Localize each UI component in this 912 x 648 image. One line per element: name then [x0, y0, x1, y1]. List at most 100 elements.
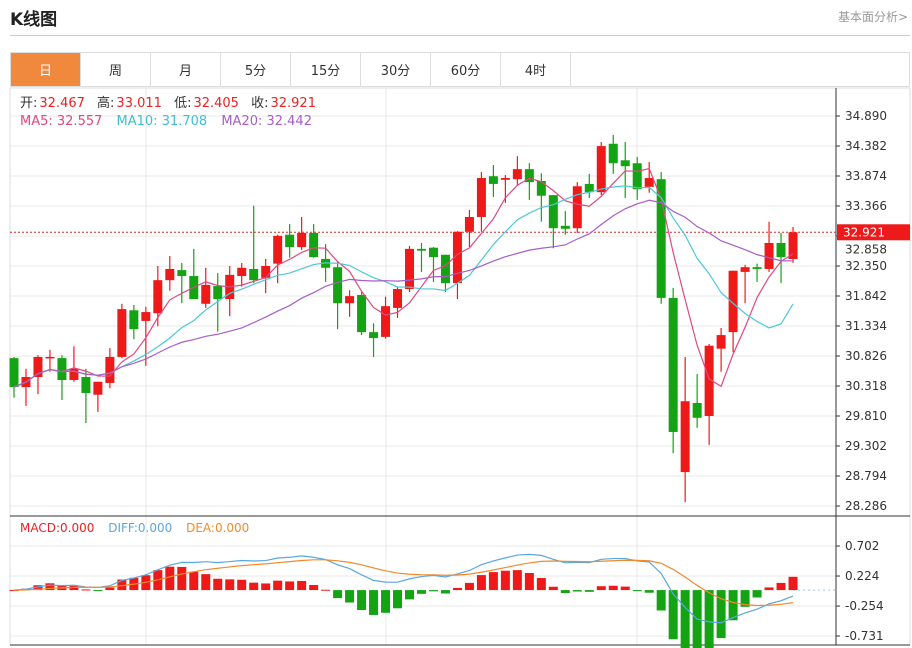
candle [560, 211, 570, 235]
price-tick-label: 28.794 [845, 469, 887, 483]
macd-bar [428, 590, 438, 592]
candle [33, 355, 43, 395]
price-tick-label: 29.810 [845, 409, 887, 423]
candle-body [93, 381, 103, 395]
candle-body [644, 178, 654, 187]
tab-6[interactable]: 60分 [431, 53, 501, 86]
macd-bar [9, 590, 19, 592]
tab-4[interactable]: 15分 [291, 53, 361, 86]
last-price-badge [837, 224, 910, 241]
candle-body [536, 180, 546, 196]
macd-bar [225, 579, 235, 591]
chart-frame [9, 87, 911, 646]
candle-body [668, 297, 678, 432]
candle-body [297, 232, 307, 248]
price-tick-label: 29.302 [845, 439, 887, 453]
candle-body [369, 332, 379, 339]
candle [333, 261, 343, 330]
low-label: 低: [174, 96, 192, 111]
price-tick-label: 34.890 [845, 109, 887, 123]
macd-value: MACD:0.000 [20, 521, 95, 535]
candle-body [560, 225, 570, 229]
macd-bar [345, 590, 355, 603]
macd-bar [381, 590, 391, 613]
candle [177, 263, 187, 304]
price-tick-label: 30.318 [845, 379, 887, 393]
macd-bar [548, 586, 558, 591]
price-tick-label: 33.874 [845, 169, 887, 183]
tab-3[interactable]: 5分 [221, 53, 291, 86]
candle [692, 374, 702, 428]
fundamental-analysis-link[interactable]: 基本面分析> [837, 10, 908, 24]
high-label: 高: [97, 96, 115, 111]
candle-body [620, 160, 630, 167]
macd-bar [297, 580, 307, 591]
candle-body [69, 368, 79, 380]
macd-bar [716, 590, 726, 639]
ma20-line [13, 199, 794, 388]
candle [369, 323, 379, 357]
macd-bar [464, 582, 474, 591]
candle-body [333, 267, 343, 304]
candle [345, 290, 355, 317]
candle-body [512, 169, 522, 180]
candle [548, 195, 558, 249]
macd-bar [261, 583, 271, 591]
candle [512, 156, 522, 186]
candle-body [728, 270, 738, 333]
candle [153, 266, 163, 327]
candle-body [428, 247, 438, 258]
macd-bar [369, 590, 379, 615]
macd-bar [524, 572, 534, 591]
open-label: 开: [20, 96, 38, 111]
candle [716, 328, 726, 372]
candle [752, 263, 762, 282]
candle [452, 231, 462, 300]
header-divider [10, 35, 910, 36]
tab-7[interactable]: 4时 [501, 53, 571, 86]
candle-body [764, 242, 774, 269]
candle-body [524, 169, 534, 183]
candle [680, 356, 690, 503]
tab-1[interactable]: 周 [81, 53, 151, 86]
candle [428, 247, 438, 282]
candle-body [584, 183, 594, 193]
candle-body [57, 358, 67, 380]
macd-bar [105, 587, 115, 591]
macd-bar [512, 570, 522, 591]
macd-tick-label: -0.254 [845, 599, 884, 613]
tab-0[interactable]: 日 [11, 53, 81, 86]
candle-body [500, 178, 510, 180]
macd-bar [189, 571, 199, 591]
tab-2[interactable]: 月 [151, 53, 221, 86]
macd-bar [33, 585, 43, 591]
candle [141, 306, 151, 366]
candle-body [488, 176, 498, 184]
candle [105, 348, 115, 389]
macd-bar [165, 566, 175, 591]
candle-body [153, 280, 163, 314]
candle-body [464, 216, 474, 232]
macd-bar [357, 590, 367, 611]
macd-bar [416, 590, 426, 594]
candle [45, 349, 55, 372]
macd-bar [81, 589, 91, 591]
close-label: 收: [251, 96, 269, 111]
candle-body [201, 284, 211, 304]
macd-bar [237, 579, 247, 591]
candle-body [740, 267, 750, 272]
macd-bar [273, 580, 283, 591]
candle-body [416, 248, 426, 251]
open-value: 32.467 [39, 96, 85, 111]
tab-5[interactable]: 30分 [361, 53, 431, 86]
candle-body [105, 356, 115, 383]
candle-body [596, 146, 606, 193]
price-tick-label: 32.858 [845, 242, 887, 256]
candle [464, 209, 474, 248]
macd-bar [704, 590, 714, 648]
ma10-legend: MA10: 31.708 [116, 114, 208, 129]
candle-body [788, 232, 798, 260]
macd-bar [740, 590, 750, 607]
candle [476, 172, 486, 232]
